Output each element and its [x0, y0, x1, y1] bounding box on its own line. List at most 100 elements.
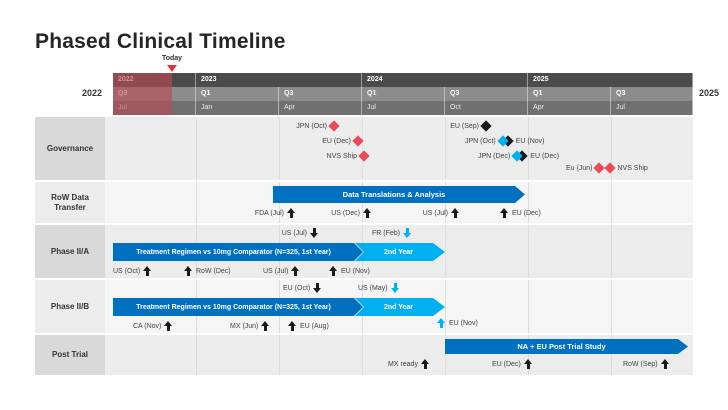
- milestone-label: EU (Dec): [530, 152, 560, 160]
- page-title: Phased Clinical Timeline: [35, 30, 286, 53]
- quarter-header-cell: Q3: [611, 87, 693, 101]
- row-label-phase-iia: Phase II/A: [35, 225, 105, 278]
- bar-label: Treatment Regimen vs 10mg Comparator (N=…: [136, 303, 331, 311]
- bar-label: NA + EU Post Trial Study: [517, 342, 606, 351]
- month-header-cell: Jul: [113, 101, 196, 115]
- milestone: EU (Dec): [322, 135, 364, 147]
- diamond-icon: [328, 120, 340, 132]
- arrow-down-icon: [390, 283, 400, 293]
- row-label-post-trial: Post Trial: [35, 335, 105, 375]
- milestone: Eu (Jun) NVS Ship: [566, 162, 648, 174]
- year-header-cell: 2025: [528, 73, 693, 87]
- quarter-header-cell: Q1: [362, 87, 445, 101]
- arrow-up-icon: [184, 266, 193, 276]
- arrow-down-icon: [313, 283, 322, 293]
- arrow-up-icon: [261, 321, 270, 331]
- milestone: CA (Nov): [133, 321, 173, 331]
- milestone: MX (Jun): [230, 321, 270, 331]
- arrow-up-icon: [363, 208, 372, 218]
- axis-year-left: 2022: [82, 88, 103, 98]
- bar-label: 2nd Year: [383, 248, 414, 256]
- milestone-label: EU (Dec): [322, 137, 351, 145]
- milestone: FR (Feb): [372, 228, 412, 238]
- diamond-pair-icon: [511, 150, 528, 162]
- milestone: US (Jul): [282, 228, 319, 238]
- milestone-label: EU (Nov): [341, 267, 370, 275]
- milestone-label: RoW (Dec): [196, 267, 231, 275]
- month-header-cell: Jul: [611, 101, 693, 115]
- month-label: Jul: [616, 104, 625, 111]
- gantt-bar-phase-iia-year1: Treatment Regimen vs 10mg Comparator (N=…: [113, 243, 363, 261]
- diamond-icon: [604, 162, 617, 174]
- bar-label: 2nd Year: [383, 303, 414, 311]
- milestone-label: MX ready: [388, 360, 418, 368]
- month-header-cell: Jul: [362, 101, 445, 115]
- milestone: EU (Oct): [283, 283, 322, 293]
- milestone-label: EU (Nov): [449, 319, 478, 327]
- diamond-icon: [480, 120, 492, 132]
- milestone: EU (Sep): [450, 120, 492, 132]
- milestone: JPN (Oct) EU (Nov): [465, 135, 545, 147]
- diamond-pair-icon: [497, 135, 514, 147]
- milestone-label: EU (Oct): [283, 284, 311, 292]
- bar-label: Data Translations & Analysis: [342, 190, 446, 199]
- month-label: Jul: [367, 104, 376, 111]
- milestone: EU (Dec): [500, 208, 541, 218]
- gantt-bar-phase-iia-year2: 2nd Year: [355, 243, 445, 261]
- arrow-down-icon: [403, 228, 412, 238]
- row-label-phase-iib: Phase II/B: [35, 280, 105, 333]
- milestone: RoW (Sep): [623, 359, 670, 369]
- arrow-down-icon: [310, 228, 319, 238]
- milestone-label: JPN (Dec): [478, 152, 511, 160]
- arrow-up-icon: [164, 321, 173, 331]
- milestone-label: US (Oct): [113, 267, 141, 275]
- milestone-label: EU (Aug): [300, 322, 329, 330]
- quarter-label: Q1: [201, 90, 211, 97]
- milestone: US (Oct): [113, 266, 152, 276]
- month-header-cell: Jan: [196, 101, 279, 115]
- bar-label: Treatment Regimen vs 10mg Comparator (N=…: [136, 248, 331, 256]
- diamond-icon: [358, 150, 370, 162]
- diamond-icon: [352, 135, 364, 147]
- milestone: US (Jul): [423, 208, 460, 218]
- arrow-up-icon: [329, 266, 338, 276]
- milestone-label: Eu (Jun): [566, 164, 593, 172]
- milestone-label: NVS Ship: [326, 152, 357, 160]
- milestone-label: FR (Feb): [372, 229, 400, 237]
- year-header-cell: 2024: [362, 73, 528, 87]
- milestone-label: US (May): [358, 284, 388, 292]
- milestone: US (Jul): [263, 266, 300, 276]
- milestone: RoW (Dec): [184, 266, 231, 276]
- milestone: JPN (Oct): [296, 120, 340, 132]
- arrow-up-icon: [288, 321, 297, 331]
- quarter-header-cell: Q1: [528, 87, 611, 101]
- gantt-bar-phase-iib-year1: Treatment Regimen vs 10mg Comparator (N=…: [113, 298, 363, 316]
- gantt-bar-phase-iib-year2: 2nd Year: [355, 298, 445, 316]
- today-marker-icon: [167, 65, 177, 72]
- milestone-label: JPN (Oct): [465, 137, 496, 145]
- milestone-label: MX (Jun): [230, 322, 259, 330]
- milestone-label: EU (Nov): [515, 137, 545, 145]
- year-header-cell: 2022: [113, 73, 196, 87]
- quarter-label: Q3: [118, 90, 128, 97]
- milestone: NVS Ship: [326, 150, 370, 162]
- month-label: Oct: [450, 104, 461, 111]
- year-label: 2024: [367, 76, 383, 83]
- arrow-up-icon: [660, 359, 670, 369]
- month-header-cell: Oct: [445, 101, 528, 115]
- quarter-label: Q3: [284, 90, 294, 97]
- milestone-label: EU (Dec): [492, 360, 521, 368]
- milestone: FDA (Jul): [255, 208, 296, 218]
- milestone-label: JPN (Oct): [296, 122, 327, 130]
- gantt-bar-post-trial: NA + EU Post Trial Study: [445, 339, 688, 354]
- milestone-label: EU (Dec): [512, 209, 541, 217]
- arrow-up-icon: [420, 359, 430, 369]
- quarter-label: Q1: [367, 90, 377, 97]
- milestone: EU (Nov): [437, 318, 478, 328]
- year-header-cell: 2023: [196, 73, 362, 87]
- month-header-cell: Apr: [528, 101, 611, 115]
- row-label-governance: Governance: [35, 117, 105, 180]
- arrow-up-icon: [451, 208, 460, 218]
- month-label: Jul: [118, 104, 127, 111]
